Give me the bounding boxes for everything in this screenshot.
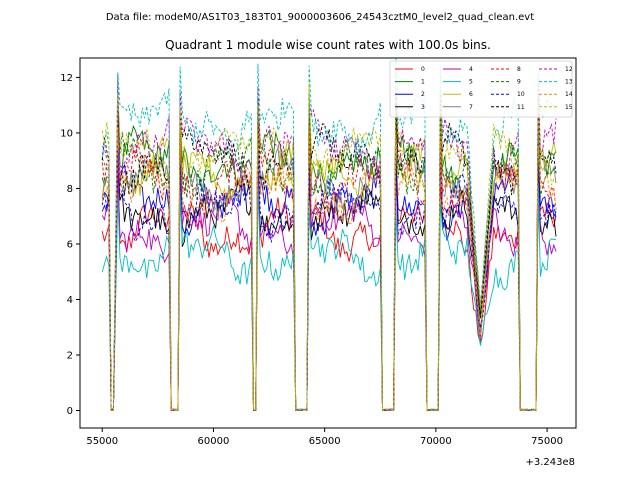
x-offset-label: +3.243e8 [525, 457, 575, 468]
series-layer [101, 58, 557, 412]
y-tick-label: 2 [67, 350, 73, 361]
legend-label-8: 8 [517, 66, 521, 73]
y-tick-label: 12 [60, 73, 73, 84]
legend-label-2: 2 [421, 91, 425, 98]
x-axis: 55000 60000 65000 70000 75000 [86, 428, 563, 447]
legend-label-9: 9 [517, 79, 521, 86]
legend-label-1: 1 [421, 79, 425, 86]
legend-label-11: 11 [517, 104, 525, 111]
legend-label-12: 12 [565, 66, 573, 73]
plot-frame [79, 57, 577, 429]
legend-label-13: 13 [565, 79, 573, 86]
series-line-15 [101, 83, 557, 411]
legend-box [389, 60, 573, 118]
y-tick-label: 4 [67, 295, 73, 306]
x-tick-label: 75000 [531, 436, 563, 447]
y-tick-label: 0 [67, 406, 73, 417]
legend-label-7: 7 [469, 104, 473, 111]
legend-label-10: 10 [517, 91, 525, 98]
chart-title: Quadrant 1 module wise count rates with … [165, 38, 491, 52]
legend-label-14: 14 [565, 91, 573, 98]
legend-label-5: 5 [469, 79, 473, 86]
data-file-suptitle: Data file: modeM0/AS1T03_183T01_90000036… [106, 12, 534, 23]
y-tick-label: 10 [60, 128, 73, 139]
x-tick-label: 65000 [309, 436, 341, 447]
y-axis: 0 2 4 6 8 10 12 [60, 73, 80, 417]
x-tick-label: 55000 [86, 436, 118, 447]
legend-label-15: 15 [565, 104, 573, 111]
y-tick-label: 6 [67, 239, 73, 250]
legend-label-6: 6 [469, 91, 473, 98]
x-tick-label: 60000 [198, 436, 230, 447]
x-tick-label: 70000 [420, 436, 452, 447]
legend-label-0: 0 [421, 66, 425, 73]
legend-label-4: 4 [469, 66, 473, 73]
legend-label-3: 3 [421, 104, 425, 111]
y-tick-label: 8 [67, 184, 73, 195]
